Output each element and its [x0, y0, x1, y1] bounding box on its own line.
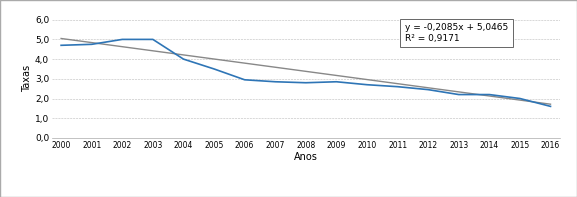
Text: y = -0,2085x + 5,0465
R² = 0,9171: y = -0,2085x + 5,0465 R² = 0,9171 — [405, 23, 508, 43]
Y-axis label: Taxas: Taxas — [22, 65, 32, 92]
X-axis label: Anos: Anos — [294, 152, 318, 163]
